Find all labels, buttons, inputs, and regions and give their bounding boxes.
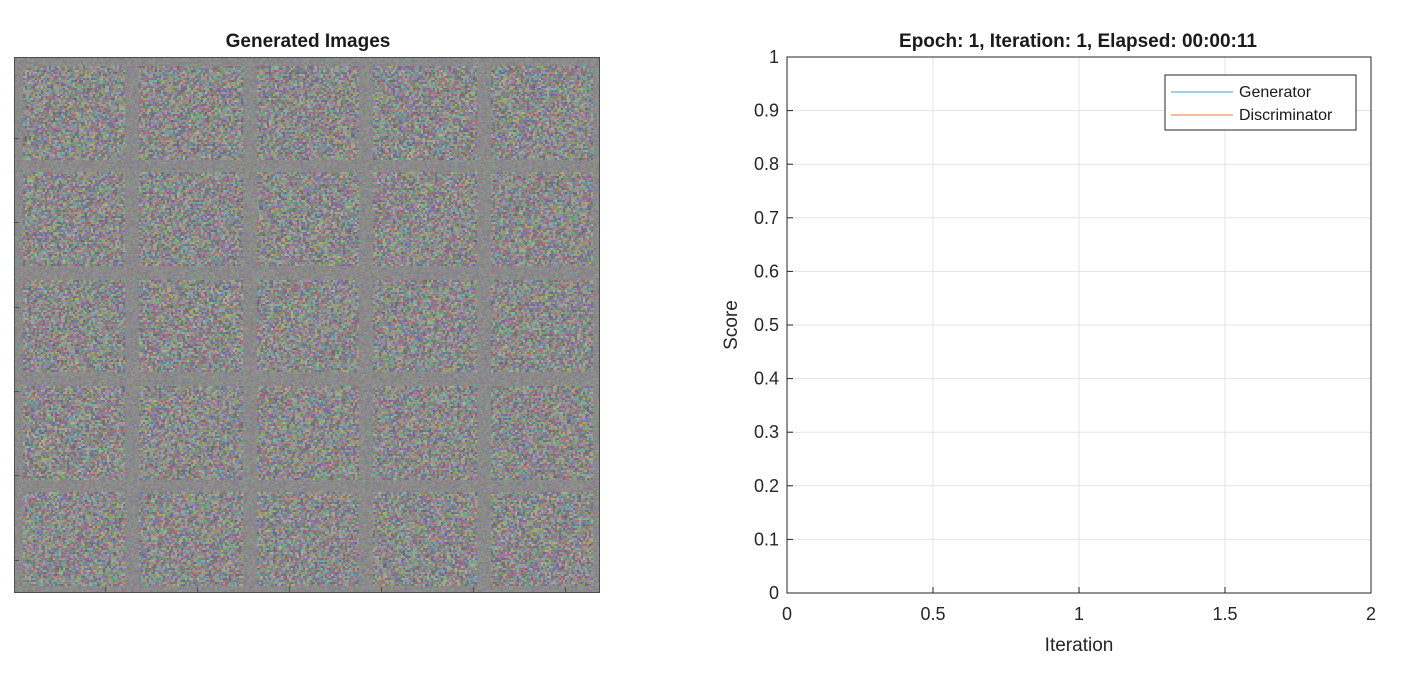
legend-label-discriminator: Discriminator <box>1239 107 1333 124</box>
image-y-tick <box>14 391 19 392</box>
y-tick-label: 0.6 <box>754 261 779 281</box>
y-tick-label: 0.8 <box>754 154 779 174</box>
x-axis-label: Iteration <box>1045 635 1114 656</box>
y-tick-label: 0.3 <box>754 422 779 442</box>
x-tick-label: 2 <box>1366 604 1376 624</box>
legend-label-generator: Generator <box>1239 84 1312 101</box>
grid-lines <box>786 56 1372 594</box>
image-x-tick <box>197 587 198 593</box>
x-tick-label: 0.5 <box>920 604 945 624</box>
image-x-tick <box>105 587 106 593</box>
y-tick-label: 0.9 <box>754 101 779 121</box>
y-tick-label: 0 <box>769 583 779 603</box>
image-x-tick <box>473 587 474 593</box>
y-tick-label: 0.2 <box>754 476 779 496</box>
y-tick-label: 1 <box>769 47 779 67</box>
legend-box <box>1164 74 1357 131</box>
image-y-tick <box>14 138 19 139</box>
generated-images-title: Generated Images <box>225 31 391 52</box>
axis-ticks: 0 0.5 1 1.5 2 0 0.1 0.2 0.3 0.4 0.5 0.6 0.7 0.8 0.9 1 <box>754 47 1376 624</box>
y-tick-label: 0.4 <box>754 369 779 389</box>
generated-images-axes <box>14 57 600 593</box>
y-tick-label: 0.5 <box>754 315 779 335</box>
y-tick-label: 0.7 <box>754 208 779 228</box>
image-y-tick <box>14 475 19 476</box>
chart-title: Epoch: 1, Iteration: 1, Elapsed: 00:00:1… <box>899 31 1257 52</box>
image-y-tick <box>14 560 19 561</box>
image-x-tick <box>565 587 566 593</box>
image-y-tick <box>14 307 19 308</box>
legend[interactable]: Generator Discriminator <box>1164 74 1357 131</box>
x-tick-label: 1 <box>1074 604 1084 624</box>
y-axis-label: Score <box>721 300 742 350</box>
x-tick-label: 0 <box>782 604 792 624</box>
generated-images-grid <box>15 58 599 592</box>
image-y-tick <box>14 222 19 223</box>
image-x-tick <box>381 587 382 593</box>
x-tick-label: 1.5 <box>1212 604 1237 624</box>
y-tick-label: 0.1 <box>754 529 779 549</box>
image-x-tick <box>289 587 290 593</box>
